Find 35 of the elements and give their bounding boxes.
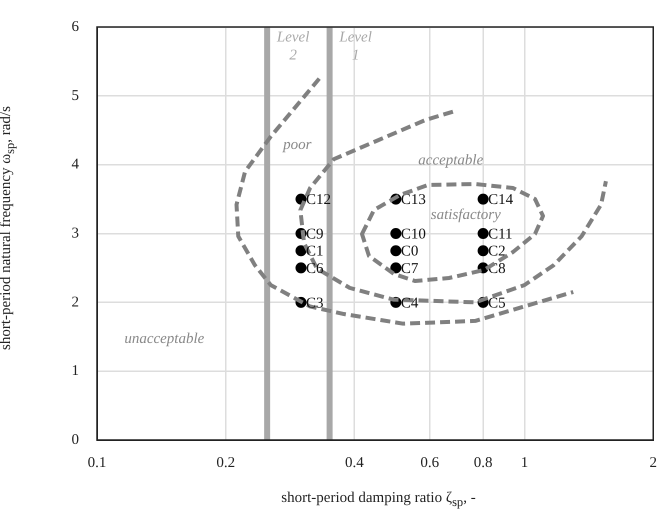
series-label: C0 xyxy=(400,244,418,260)
y-tick-label: 5 xyxy=(72,88,79,104)
series-label: C9 xyxy=(306,226,324,242)
y-tick-label: 2 xyxy=(72,294,79,310)
y-tick-label: 1 xyxy=(72,363,79,380)
series-label: C10 xyxy=(400,226,426,242)
x-tick-label: 2 xyxy=(650,454,657,471)
series-label: C11 xyxy=(488,226,513,242)
series-label: C6 xyxy=(306,260,324,277)
annotation: acceptable xyxy=(418,152,484,169)
x-tick-label: 1 xyxy=(520,454,528,471)
series-label: C7 xyxy=(400,260,419,277)
series-label: C14 xyxy=(488,192,514,208)
series-label: C4 xyxy=(400,295,419,312)
series-label: C13 xyxy=(400,192,426,208)
x-axis-title: short-period damping ratio ζ$_{sp}$, - xyxy=(280,490,477,510)
x-tick-label: 0.1 xyxy=(88,454,106,471)
y-tick-label: 4 xyxy=(72,156,80,173)
x-tick-label: 0.6 xyxy=(420,454,440,471)
y-tick-label: 3 xyxy=(72,225,79,242)
y-tick-label: 6 xyxy=(72,18,80,35)
series-label: C5 xyxy=(488,295,506,312)
x-tick-label: 0.8 xyxy=(474,454,492,471)
series-label: C12 xyxy=(306,192,332,208)
x-tick-label: 0.2 xyxy=(216,454,236,471)
x-tick-label: 0.4 xyxy=(345,454,364,471)
annotation: unacceptable xyxy=(124,331,205,348)
annotation: satisfactory xyxy=(430,206,502,223)
series-label: C3 xyxy=(306,295,324,312)
ref-line-label: Level 1 xyxy=(338,29,372,64)
y-tick-label: 0 xyxy=(72,432,79,448)
ref-line-label: Level 2 xyxy=(276,29,310,64)
series-label: C1 xyxy=(306,244,324,260)
annotation: poor xyxy=(282,137,312,154)
series-label: C2 xyxy=(488,244,506,260)
